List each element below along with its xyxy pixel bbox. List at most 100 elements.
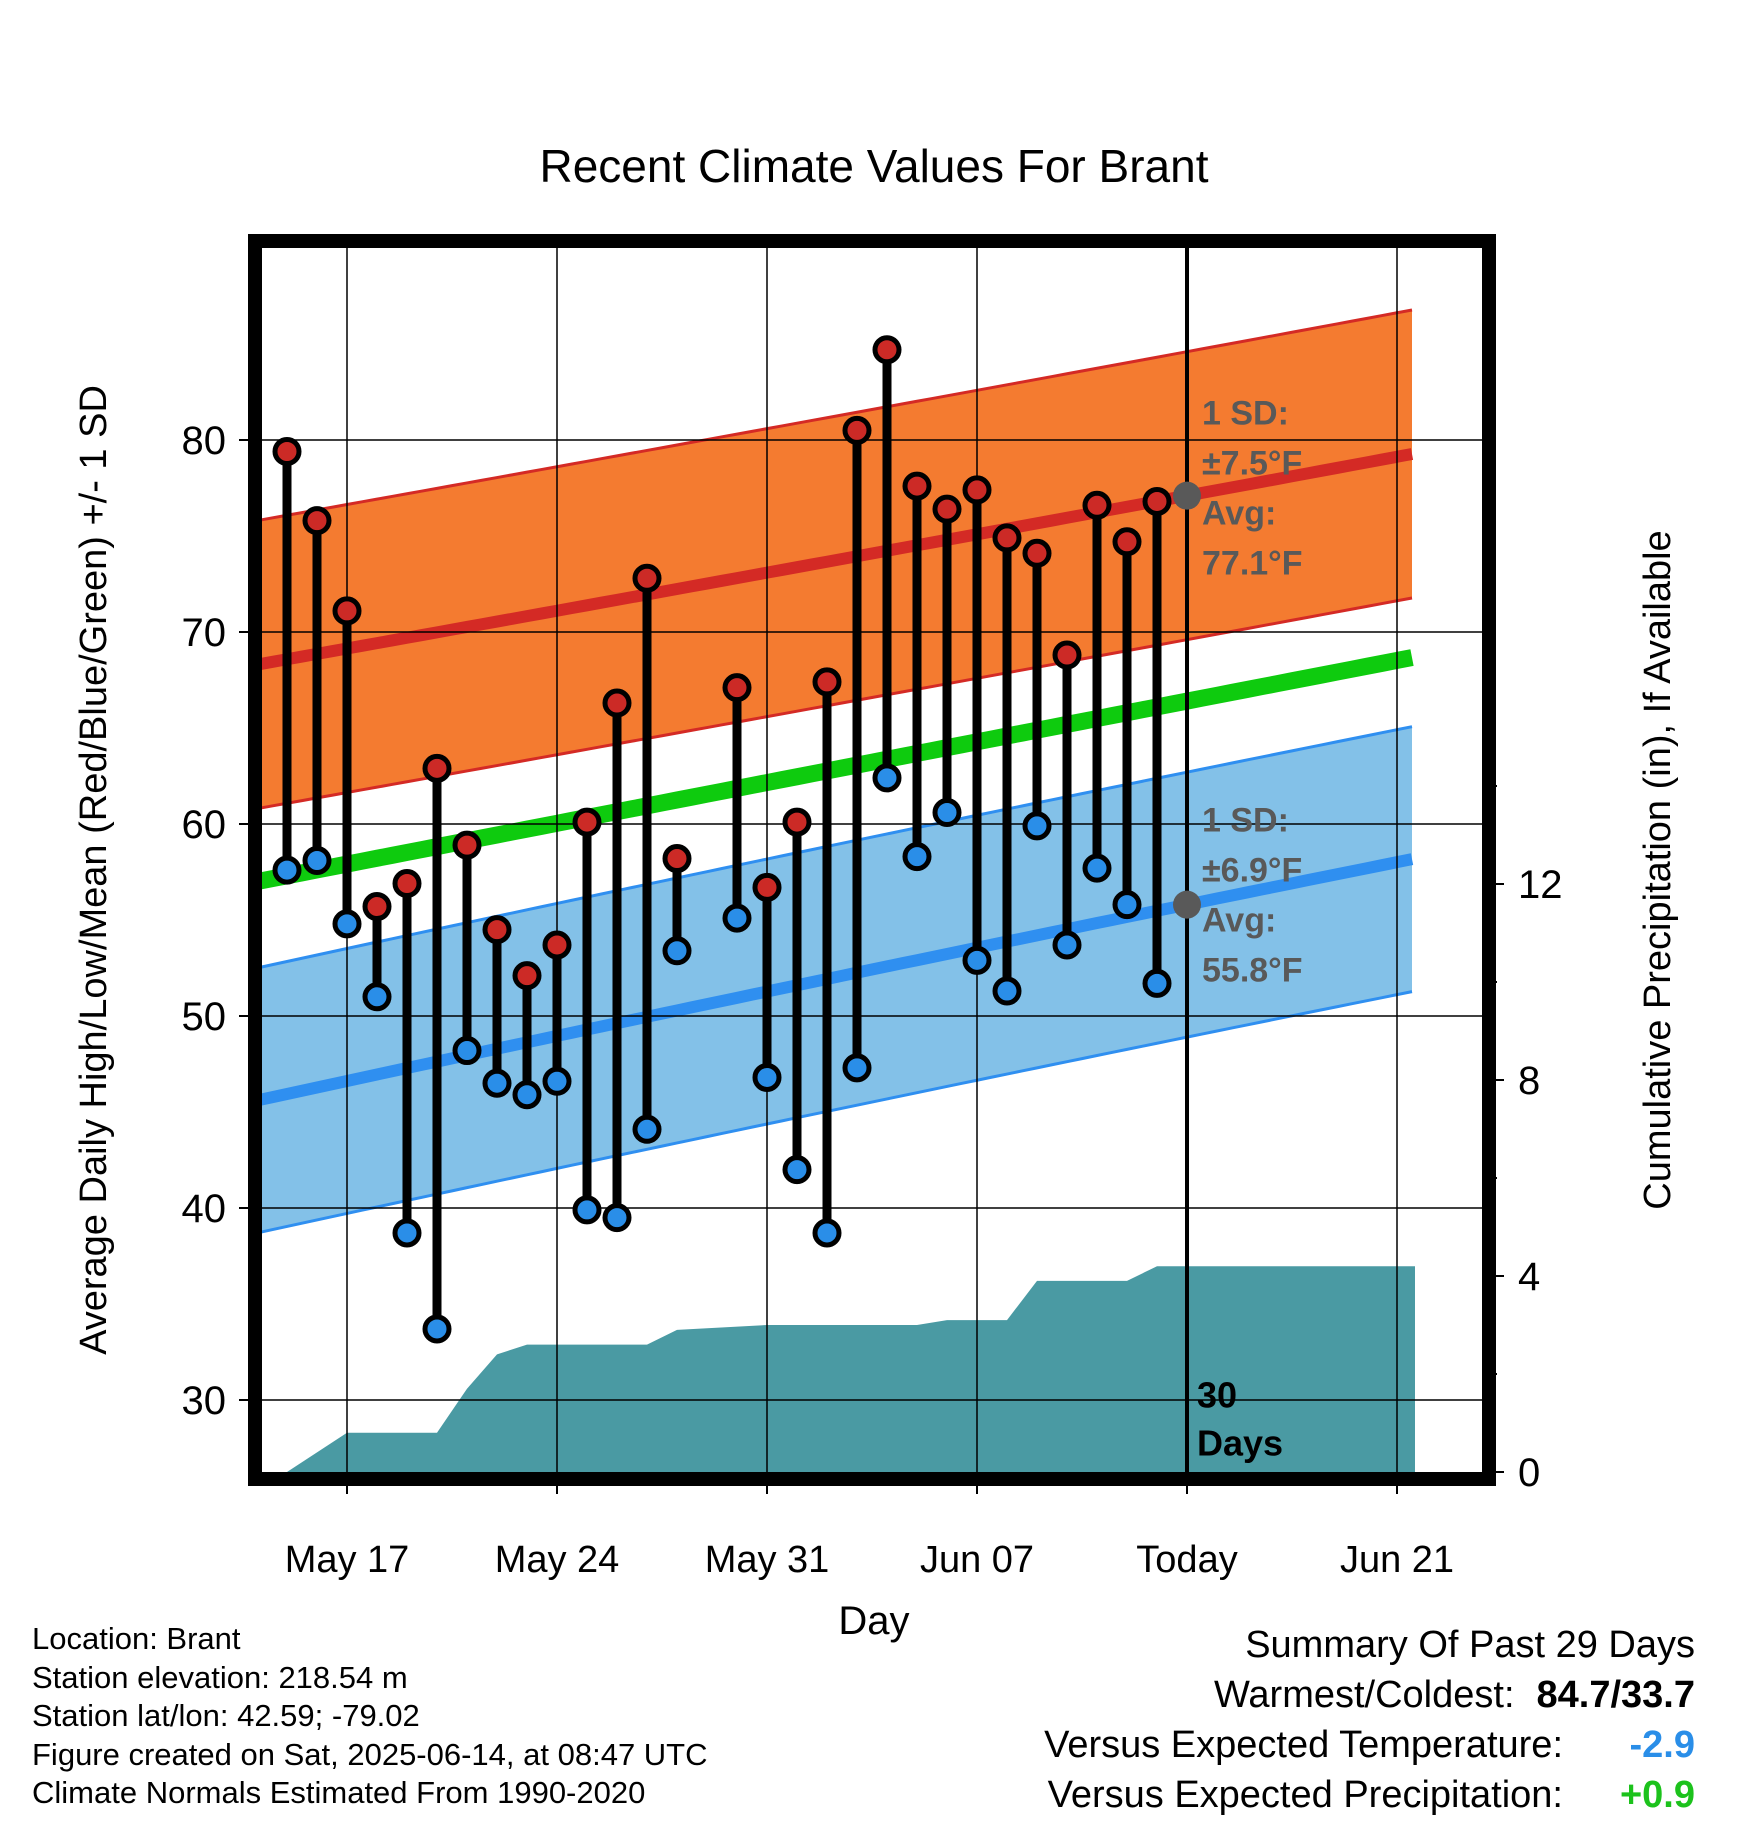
daily-high-point (1142, 486, 1172, 516)
today-low-avg-marker (1173, 890, 1201, 919)
daily-low-point (752, 1062, 782, 1092)
y2-tick-label: 8 (1518, 1059, 1540, 1103)
daily-high-point (812, 667, 842, 697)
low-sd-label: 1 SD: (1202, 802, 1289, 840)
daily-low-point (422, 1314, 452, 1344)
daily-low-point (1142, 968, 1172, 998)
daily-high-point (872, 335, 902, 365)
daily-high-point (1082, 490, 1112, 520)
daily-low-point (1112, 890, 1142, 920)
low-avg-value: 55.8°F (1202, 951, 1303, 989)
x-tick-label: May 24 (495, 1539, 620, 1581)
info-location: Location: Brant (32, 1621, 241, 1656)
daily-high-point (752, 872, 782, 902)
y-tick-label: 70 (182, 611, 227, 655)
normal-low-sd-band-lower-edge (262, 990, 1413, 1234)
daily-low-point (482, 1068, 512, 1098)
normal-high-line (262, 448, 1414, 670)
summary-title: Summary Of Past 29 Days (1245, 1624, 1695, 1666)
daily-low-point (452, 1036, 482, 1066)
days-label: Days (1197, 1423, 1283, 1464)
daily-high-point (902, 471, 932, 501)
daily-high-point (572, 807, 602, 837)
summary-warmest-row: Warmest/Coldest: 84.7/33.7 (1044, 1670, 1695, 1720)
normal-mean-line (262, 649, 1414, 890)
daily-high-point (482, 915, 512, 945)
daily-low-point (1082, 853, 1112, 883)
y2-tick-label: 12 (1518, 863, 1563, 907)
daily-high-point (1112, 527, 1142, 557)
daily-high-point (362, 892, 392, 922)
daily-low-point (842, 1053, 872, 1083)
daily-high-point (1052, 640, 1082, 670)
daily-high-point (782, 807, 812, 837)
daily-high-point (272, 437, 302, 467)
y-tick-label: 40 (182, 1187, 227, 1231)
daily-high-point (962, 475, 992, 505)
temp-value: -2.9 (1629, 1724, 1695, 1766)
y2-tick-label: 4 (1518, 1255, 1540, 1299)
y2-tick-label: 0 (1518, 1451, 1540, 1495)
info-normals: Climate Normals Estimated From 1990-2020 (32, 1775, 646, 1810)
high-sd-value: ±7.5°F (1202, 445, 1302, 483)
high-sd-label: 1 SD: (1202, 395, 1289, 433)
daily-high-point (302, 506, 332, 536)
daily-high-point (602, 688, 632, 718)
daily-high-point (332, 596, 362, 626)
plot-inner (262, 248, 1482, 1472)
daily-low-point (932, 797, 962, 827)
station-info: Location: Brant Station elevation: 218.5… (32, 1620, 708, 1813)
cumulative-precip-area (287, 1266, 1415, 1472)
daily-high-point (662, 844, 692, 874)
today-high-avg-marker (1173, 481, 1201, 510)
x-axis-label: Day (838, 1599, 909, 1643)
daily-high-point (722, 673, 752, 703)
plot-area: 1 SD: ±7.5°F Avg: 77.1°F 1 SD: ±6.9°F Avg: 55.8… (182, 234, 1563, 1581)
daily-high-point (632, 563, 662, 593)
daily-high-point (932, 494, 962, 524)
x-tick-label: Jun 21 (1340, 1539, 1454, 1581)
daily-low-point (992, 976, 1022, 1006)
warmest-label: Warmest/Coldest: (1213, 1674, 1515, 1716)
daily-low-point (512, 1080, 542, 1110)
daily-low-point (542, 1066, 572, 1096)
daily-low-point (392, 1218, 422, 1248)
daily-high-point (992, 523, 1022, 553)
summary-temp-row: Versus Expected Temperature: -2.9 (1044, 1720, 1695, 1770)
chart-title: Recent Climate Values For Brant (540, 140, 1209, 192)
temp-label: Versus Expected Temperature: (1044, 1724, 1563, 1766)
y-axis-label: Average Daily High/Low/Mean (Red/Blue/Gr… (73, 385, 115, 1355)
precip-value: +0.9 (1619, 1774, 1695, 1816)
summary-panel: Summary Of Past 29 Days Warmest/Coldest:… (1044, 1620, 1695, 1820)
days-count: 30 (1197, 1375, 1237, 1416)
summary-precip-row: Versus Expected Precipitation: +0.9 (1044, 1770, 1695, 1820)
daily-high-point (542, 930, 572, 960)
x-tick-label: Jun 07 (920, 1539, 1034, 1581)
daily-low-point (1052, 930, 1082, 960)
plot-frame (248, 234, 1496, 1486)
daily-high-point (452, 830, 482, 860)
daily-high-point (512, 961, 542, 991)
daily-low-point (722, 903, 752, 933)
daily-low-point (332, 909, 362, 939)
daily-low-point (602, 1203, 632, 1233)
info-elevation: Station elevation: 218.54 m (32, 1659, 408, 1695)
daily-low-point (812, 1218, 842, 1248)
daily-low-point (632, 1114, 662, 1144)
daily-high-point (842, 415, 872, 445)
y-tick-label: 80 (182, 419, 227, 463)
precip-label: Versus Expected Precipitation: (1047, 1774, 1563, 1816)
daily-low-point (572, 1195, 602, 1225)
daily-low-point (962, 945, 992, 975)
high-avg-label: Avg: (1202, 494, 1276, 532)
x-tick-label: May 31 (705, 1539, 830, 1581)
daily-high-point (1022, 538, 1052, 568)
warmest-value: 84.7/33.7 (1536, 1674, 1695, 1716)
daily-low-point (782, 1155, 812, 1185)
normal-low-line (262, 853, 1414, 1106)
daily-low-point (872, 763, 902, 793)
daily-low-point (1022, 811, 1052, 841)
x-tick-label: Today (1136, 1539, 1237, 1581)
normal-low-sd-band-upper-edge (262, 725, 1413, 969)
